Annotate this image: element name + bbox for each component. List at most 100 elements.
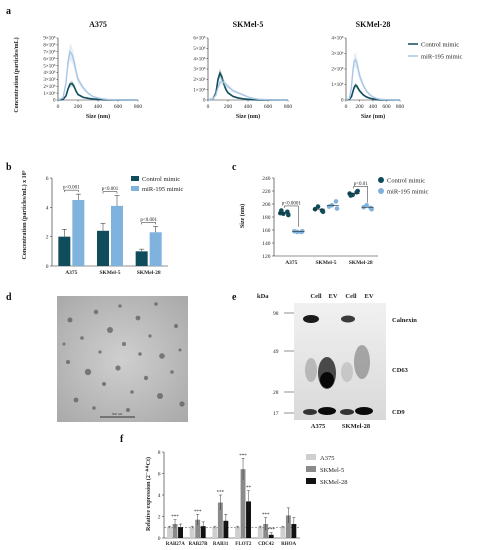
band-cd9-cell-skmel28 [340, 409, 354, 415]
y-tick-label: 4 [46, 205, 49, 211]
band-calnexin-cell-a375 [303, 315, 319, 323]
x-axis-label: Size (nm) [361, 113, 385, 120]
legend-swatch-control [378, 177, 384, 183]
panel-c-ylabel: Size (nm) [239, 204, 246, 228]
y-tick-label: 3×10⁶ [43, 77, 55, 83]
scatter-chart-size: 120 140 160 180 200 220 240 A375 SKMel-5 SKMel-28… [262, 176, 378, 266]
vesicle [178, 348, 182, 352]
panel-letter-d: d [6, 292, 12, 303]
significance-stars: ** [246, 486, 252, 491]
nta-plot-a375: A375 0 1×10⁶2×10⁶3×10⁶4×10⁶5×10⁶6×10⁶7×10⁶… [43, 20, 142, 120]
vesicle [159, 353, 165, 359]
vesicle [157, 393, 163, 399]
x-tick-label: 600 [264, 104, 273, 110]
significance-bracket [141, 222, 156, 225]
y-tick-label: 0 [203, 99, 206, 104]
bar [212, 527, 218, 538]
vesicle [143, 375, 149, 381]
significance-stars: *** [171, 515, 179, 520]
x-tick-label: 0 [345, 104, 348, 110]
x-tick-label: 400 [369, 104, 378, 110]
p-value-label: p<0.001 [102, 187, 119, 192]
data-point [279, 208, 284, 213]
panel-a-legend: Control mimic miR-195 mimic [408, 42, 462, 61]
plot-title: A375 [89, 20, 107, 29]
y-tick-label: 8×10⁶ [43, 43, 55, 49]
x-tick-label: 200 [355, 104, 364, 110]
tem-vesicles [62, 302, 185, 412]
series-line [345, 84, 400, 101]
bar [217, 502, 223, 538]
bar [178, 527, 183, 538]
vesicle [102, 382, 106, 386]
x-tick-label: 600 [114, 104, 123, 110]
vesicle [122, 342, 126, 346]
band-cd63-cell-a375 [305, 358, 317, 382]
vesicle [92, 406, 96, 410]
y-tick-label: 180 [262, 215, 271, 221]
y-tick-label: 5×10⁶ [193, 46, 205, 52]
band-label-calnexin: Calnexin [392, 317, 417, 324]
data-point [286, 212, 291, 218]
p-value-label: p<0.0001 [282, 202, 302, 207]
y-tick-label: 3×10⁶ [331, 51, 343, 57]
y-tick-label: 4 [158, 493, 161, 499]
x-tick-label: CDC42 [258, 542, 274, 547]
panel-b: 0 2 4 6 p<0.001 A375 p<0.001 SKMel-5 p<0.001 SKMe… [21, 170, 183, 276]
x-tick-label: 600 [382, 104, 391, 110]
y-tick-label: 240 [262, 176, 271, 182]
significance-stars: *** [267, 528, 275, 533]
legend-swatch-skmel28 [306, 478, 316, 484]
legend-label-a375: A375 [320, 455, 334, 462]
vesicle [138, 352, 142, 356]
y-tick-label: 8 [158, 450, 161, 456]
vesicle [148, 334, 152, 338]
y-tick-label: 1×10⁶ [43, 91, 55, 97]
significance-stars: *** [194, 510, 202, 515]
panel-f-legend: A375 SKMel-5 SKMel-28 [306, 454, 347, 486]
lane-label-ev-skmel28: EV [364, 293, 373, 300]
band-cd63-ev-a375-core [320, 372, 334, 388]
y-tick-label: 120 [262, 254, 271, 260]
panel-c-legend: Control mimic miR-195 mimic [378, 177, 428, 196]
vesicle [80, 336, 84, 340]
vesicle [62, 342, 66, 346]
legend-swatch-skmel5 [306, 466, 316, 472]
y-tick-label: 2×10⁶ [43, 84, 55, 90]
group-label-a375: A375 [311, 423, 326, 430]
data-point [295, 229, 300, 235]
y-tick-label: 4×10⁶ [331, 36, 343, 42]
y-tick-label: 3×10⁶ [193, 67, 205, 73]
significance-stars: *** [262, 513, 270, 518]
panel-a-ylabel: Concentration (particles/mL) [13, 37, 20, 112]
series-line [207, 80, 289, 101]
legend-swatch-mir195 [131, 186, 139, 191]
bar [189, 527, 195, 538]
bar [291, 524, 297, 538]
y-tick-label: 6 [158, 472, 161, 478]
x-tick-label: 0 [57, 104, 60, 110]
y-tick-label: 0 [53, 99, 56, 104]
panel-f-ylabel: Relative expression (2⁻ᐞᐞCt) [145, 457, 152, 531]
bar [149, 232, 162, 266]
x-tick-label: SKMel-5 [315, 260, 336, 266]
y-tick-label: 2 [158, 515, 161, 521]
x-tick-label: A375 [65, 270, 77, 276]
bar [172, 524, 178, 538]
band-calnexin-cell-skmel28 [341, 315, 355, 323]
panel-f: 02468***RAB27A***RAB27B***RAB31*****FLOT… [145, 450, 347, 547]
x-tick-label: 200 [224, 104, 233, 110]
series-error-band [346, 52, 400, 100]
nta-plot-skmel28: SKMel-28 0 1×10⁶ 2×10⁶ 3×10⁶ 4×10⁶ 0 200 400 600 8… [331, 20, 404, 120]
y-tick-label: 2×10⁶ [331, 67, 343, 73]
p-value-label: p<0.001 [140, 218, 157, 223]
data-point [364, 203, 369, 208]
bar [246, 501, 251, 538]
y-tick-label: 220 [262, 189, 271, 195]
panel-b-legend: Control mimic miR-195 mimic [131, 176, 183, 193]
x-tick-label: FLOT2 [235, 542, 252, 547]
y-tick-label: 140 [262, 241, 271, 247]
tem-micrograph [57, 296, 188, 422]
bar [111, 205, 123, 266]
bar [263, 524, 269, 538]
